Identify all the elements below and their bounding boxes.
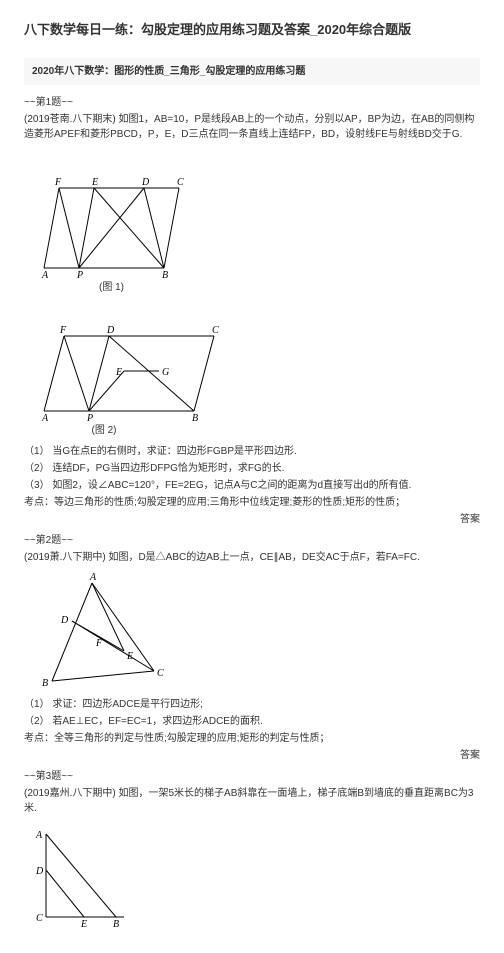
- q2-header: ~~第2题~~: [24, 533, 480, 548]
- svg-text:B: B: [113, 919, 119, 927]
- svg-text:E: E: [115, 367, 122, 378]
- fig1-label: (图 1): [24, 280, 199, 295]
- svg-text:B: B: [42, 678, 48, 689]
- svg-text:A: A: [41, 413, 49, 421]
- svg-text:E: E: [91, 177, 98, 188]
- svg-text:P: P: [86, 413, 93, 421]
- svg-text:E: E: [126, 651, 133, 662]
- q1-p1: （1） 当G在点E的右侧时，求证：四边形FGBP是平形四边形.: [24, 444, 480, 459]
- main-title: 八下数学每日一练：勾股定理的应用练习题及答案_2020年综合题版: [24, 20, 480, 40]
- figure-3: A B C D E F: [24, 571, 480, 691]
- q1-kp: 考点：等边三角形的性质;勾股定理的应用;三角形中位线定理;菱形的性质;矩形的性质…: [24, 495, 480, 510]
- q2-kp: 考点：全等三角形的判定与性质;勾股定理的应用;矩形的判定与性质；: [24, 731, 480, 746]
- q1-header: ~~第1题~~: [24, 95, 480, 110]
- svg-text:G: G: [162, 367, 169, 378]
- svg-text:C: C: [212, 325, 219, 336]
- q2-intro: (2019萧.八下期中) 如图，D是△ABC的边AB上一点，CE∥AB，DE交A…: [24, 550, 480, 565]
- svg-text:P: P: [76, 270, 83, 278]
- q2-p2: （2） 若AE⊥EC，EF=EC=1，求四边形ADCE的面积.: [24, 714, 480, 729]
- sub-banner: 2020年八下数学：图形的性质_三角形_勾股定理的应用练习题: [24, 58, 480, 85]
- svg-text:A: A: [89, 572, 97, 583]
- svg-text:D: D: [106, 325, 115, 336]
- svg-text:E: E: [80, 919, 87, 927]
- q3-intro: (2019嘉州.八下期中) 如图，一架5米长的梯子AB斜靠在一面墙上，梯子底端B…: [24, 786, 480, 816]
- svg-text:C: C: [177, 177, 184, 188]
- svg-text:F: F: [54, 177, 62, 188]
- svg-text:A: A: [41, 270, 49, 278]
- svg-text:C: C: [157, 668, 164, 679]
- figure-1: A P B F E D C (图 1): [24, 148, 480, 295]
- svg-text:D: D: [141, 177, 150, 188]
- figure-4: A D C E B: [24, 822, 480, 927]
- q3-header: ~~第3题~~: [24, 769, 480, 784]
- svg-text:F: F: [59, 325, 67, 336]
- fig2-label: (图 2): [64, 423, 144, 438]
- q1-intro: (2019苍南.八下期末) 如图1，AB=10，P是线段AB上的一个动点，分别以…: [24, 112, 480, 142]
- svg-text:D: D: [60, 615, 69, 626]
- svg-text:A: A: [35, 830, 43, 841]
- q1-p3: （3） 如图2，设∠ABC=120°，FE=2EG，记点A与C之间的距离为d直接…: [24, 478, 480, 493]
- q1-p2: （2） 连结DF，PG当四边形DFPG恰为矩形时，求FG的长.: [24, 461, 480, 476]
- svg-text:B: B: [162, 270, 168, 278]
- figure-2: A P B F D C E G (图 2): [24, 301, 480, 438]
- svg-text:D: D: [35, 866, 44, 877]
- q2-p1: （1） 求证：四边形ADCE是平行四边形;: [24, 697, 480, 712]
- q2-answer: 答案: [24, 748, 480, 763]
- svg-text:B: B: [192, 413, 198, 421]
- svg-text:C: C: [36, 913, 43, 924]
- svg-text:F: F: [95, 638, 103, 649]
- q1-answer: 答案: [24, 512, 480, 527]
